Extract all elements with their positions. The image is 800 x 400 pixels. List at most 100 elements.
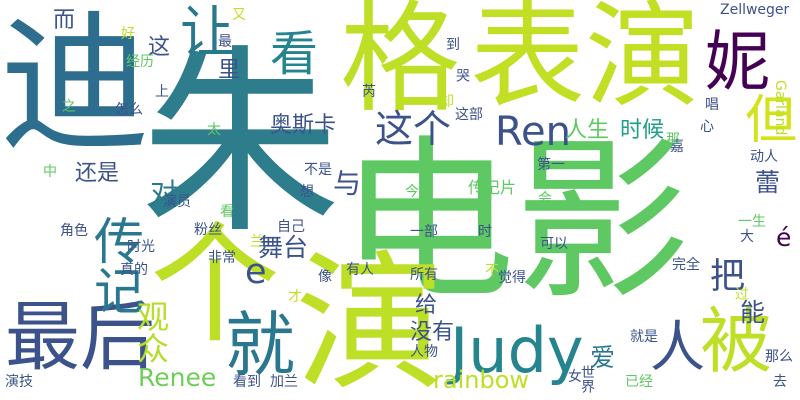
word-cloud-word: 经历 — [126, 54, 154, 70]
word-cloud-word: 看 — [270, 26, 319, 82]
word-cloud-word: 芮 — [362, 84, 376, 100]
word-cloud-word: 又 — [232, 7, 246, 23]
word-cloud-word: 所有 — [410, 267, 438, 283]
word-cloud-word: 兰 — [250, 234, 264, 250]
word-cloud-word: 迪 — [0, 0, 151, 172]
word-cloud-word: 就 — [225, 304, 295, 386]
word-cloud-word: Judy — [450, 314, 584, 387]
word-cloud-word: 有人 — [346, 262, 374, 278]
word-cloud-word: 角色 — [60, 223, 88, 239]
word-cloud-word: 人 — [650, 315, 706, 379]
word-cloud-word: 过 — [735, 287, 749, 303]
word-cloud-word: 把 — [710, 257, 746, 297]
word-cloud-word: 像 — [318, 269, 332, 285]
word-cloud-word: 一生 — [738, 214, 766, 230]
word-cloud-word: 奥斯卡 — [270, 113, 337, 138]
word-cloud-word: 朱 — [140, 28, 341, 261]
word-cloud-word: 完全 — [672, 257, 700, 273]
word-cloud-word: 人物 — [410, 344, 438, 360]
word-cloud-word: 中 — [43, 164, 57, 180]
word-cloud-word: 上 — [155, 84, 169, 100]
word-cloud-word: 传记 — [86, 215, 144, 315]
word-cloud-word: 妮 — [705, 25, 771, 100]
word-cloud-word: 自己 — [277, 219, 305, 235]
word-cloud-word: 电影 — [340, 121, 690, 324]
word-cloud-word: e — [245, 252, 267, 292]
word-cloud-word: 会 — [538, 191, 552, 207]
word-cloud-word: 演员 — [163, 194, 191, 210]
word-cloud-word: 这部 — [455, 107, 483, 123]
word-cloud-word: 被 — [700, 299, 773, 383]
word-cloud-word: 时光 — [127, 239, 155, 255]
word-cloud-word: é — [776, 223, 792, 252]
word-cloud-word: 还是 — [75, 161, 120, 186]
word-cloud-word: 哭 — [454, 68, 470, 82]
word-cloud-word: 传记片 — [468, 178, 517, 197]
word-cloud-word: 今年 — [405, 184, 433, 200]
word-cloud-word: 舞台 — [258, 233, 309, 262]
word-cloud-word: 给 — [415, 293, 438, 318]
word-cloud-word: 觉得 — [498, 270, 526, 286]
word-cloud-word: 世界 — [579, 365, 595, 393]
word-cloud-word: 之 — [62, 99, 76, 115]
word-cloud-word: Renee — [138, 363, 217, 392]
word-cloud-word: 到 — [446, 37, 460, 53]
word-cloud-word: rainbow — [433, 366, 529, 394]
word-cloud-word: 时候 — [620, 118, 665, 143]
word-cloud-word: 演技 — [5, 374, 33, 390]
word-cloud-word: 不 — [485, 263, 499, 279]
word-cloud-word: Zellweger — [720, 2, 790, 18]
word-cloud-word: 怎么 — [115, 102, 143, 118]
word-cloud-word: 动人 — [750, 149, 778, 165]
word-cloud-word: 才 — [288, 289, 302, 305]
word-cloud-word: 好 — [121, 26, 135, 42]
word-cloud-word: 格 — [340, 0, 460, 129]
word-cloud-word: 就是 — [630, 329, 658, 345]
word-cloud-word: 而 — [53, 8, 76, 33]
word-cloud-word: 可以 — [540, 236, 568, 252]
word-cloud-word: 嘉 — [670, 139, 684, 155]
word-cloud-word: 让 — [180, 0, 236, 64]
word-cloud-word: 里 — [218, 58, 241, 83]
word-cloud-word: 大 — [740, 229, 754, 245]
word-cloud-word: 个 — [150, 209, 281, 361]
word-cloud-word: Garland — [772, 80, 788, 136]
word-cloud-word: 不是 — [304, 162, 332, 178]
word-cloud-word: 非常 — [208, 250, 236, 266]
word-cloud-word: 爱 — [590, 343, 616, 372]
word-cloud-word: 表演 — [470, 0, 701, 124]
word-cloud-word: 去 — [773, 374, 787, 390]
word-cloud-word: 对 — [150, 177, 179, 210]
word-cloud-word: 人生 — [565, 118, 610, 143]
word-cloud-word: 时 — [478, 224, 492, 240]
word-cloud-word: 加兰 — [270, 374, 298, 390]
word-cloud-word: 观众 — [132, 300, 170, 364]
word-cloud-word: 已经 — [625, 374, 653, 390]
word-cloud-word: Ren — [495, 109, 571, 155]
word-cloud-word: 能 — [740, 298, 766, 327]
word-cloud-word: 太 — [207, 122, 221, 138]
word-cloud-word: 看 — [220, 204, 234, 220]
word-cloud-word: 粉丝 — [194, 222, 222, 238]
word-cloud-word: 却 — [440, 94, 454, 110]
word-cloud-word: 最后 — [5, 293, 156, 381]
word-cloud-word: 演 — [295, 238, 446, 400]
word-cloud-word: 那么 — [765, 349, 793, 365]
word-cloud-word: 但 — [745, 91, 798, 151]
word-cloud-word: 没有 — [410, 320, 455, 345]
word-cloud-word: 看到 — [233, 374, 261, 390]
word-cloud-word: 第一 — [537, 157, 565, 173]
word-cloud-word: 想 — [300, 184, 314, 200]
word-cloud-word: 蕾 — [755, 168, 781, 197]
word-cloud-word: 这 — [148, 35, 171, 60]
word-cloud-word: 最 — [218, 34, 232, 50]
word-cloud-word: 一部 — [410, 224, 438, 240]
word-cloud-word: 那 — [666, 132, 680, 148]
word-cloud-word: 这个 — [375, 107, 452, 151]
word-cloud-word: 真的 — [120, 262, 148, 278]
word-cloud-word: 与 — [333, 167, 362, 200]
word-cloud-word: 唱 — [705, 97, 719, 113]
word-cloud-word: 女 — [568, 369, 582, 385]
word-cloud-word: 心 — [700, 119, 714, 135]
